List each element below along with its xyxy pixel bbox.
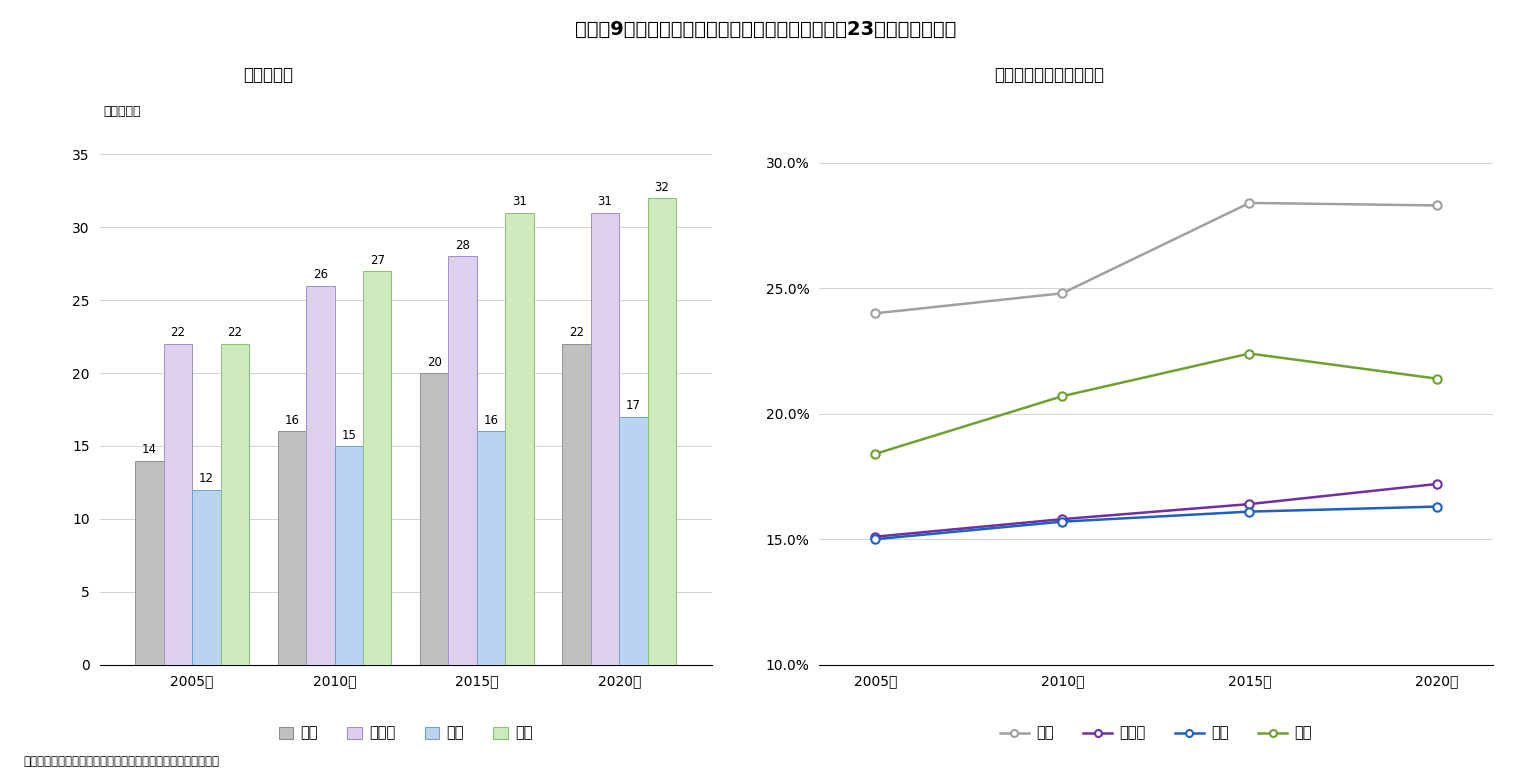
東部 (1053, 392, 1072, 401)
Text: 16: 16 (285, 414, 299, 427)
Text: 17: 17 (626, 400, 641, 412)
都心 (1427, 201, 1445, 210)
北部 (1427, 502, 1445, 511)
Bar (419, 373, 449, 665)
Text: 16: 16 (484, 414, 499, 427)
Bar (164, 344, 191, 665)
Bar (449, 256, 478, 665)
Text: 20: 20 (427, 356, 441, 368)
東部 (867, 449, 885, 458)
東部 (1427, 374, 1445, 383)
Text: 14: 14 (142, 443, 156, 456)
Text: 32: 32 (655, 181, 669, 194)
Bar (277, 432, 306, 665)
Text: （出所）総務省「国勢調査」をもとにニッセイ基礎研究所作成: （出所）総務省「国勢調査」をもとにニッセイ基礎研究所作成 (23, 755, 219, 768)
南西部 (1053, 515, 1072, 524)
Text: 12: 12 (199, 472, 214, 486)
Text: （万世帯）: （万世帯） (104, 105, 141, 118)
Bar (562, 344, 591, 665)
都心 (867, 309, 885, 318)
Bar (306, 285, 334, 665)
Text: 26: 26 (312, 268, 328, 282)
東部 (1240, 349, 1258, 358)
Bar (591, 213, 620, 665)
都心 (1240, 198, 1258, 207)
都心 (1053, 289, 1072, 298)
Text: ＜総世帯に占める割合＞: ＜総世帯に占める割合＞ (994, 66, 1104, 84)
Text: 22: 22 (227, 327, 242, 339)
Text: ＜世帯数＞: ＜世帯数＞ (243, 66, 292, 84)
Bar (648, 198, 677, 665)
Bar (620, 417, 648, 665)
北部 (867, 535, 885, 544)
Text: 27: 27 (369, 253, 384, 267)
Legend: 都心, 南西部, 北部, 東部: 都心, 南西部, 北部, 東部 (273, 719, 539, 747)
Bar (135, 461, 164, 665)
南西部 (867, 532, 885, 541)
Bar (505, 213, 534, 665)
Text: 22: 22 (570, 327, 585, 339)
Text: 31: 31 (597, 196, 612, 208)
北部 (1053, 517, 1072, 526)
Text: 15: 15 (341, 429, 357, 442)
Text: 図表－9　分譲マンションに居住する世帯　＜東京23区・エリア別＞: 図表－9 分譲マンションに居住する世帯 ＜東京23区・エリア別＞ (574, 20, 957, 38)
Bar (191, 490, 220, 665)
Text: 28: 28 (455, 239, 470, 252)
Bar (363, 271, 392, 665)
Line: 北部: 北部 (871, 502, 1441, 543)
南西部 (1427, 479, 1445, 489)
Bar (220, 344, 250, 665)
Text: 22: 22 (170, 327, 185, 339)
北部 (1240, 507, 1258, 516)
Legend: 都心, 南西部, 北部, 東部: 都心, 南西部, 北部, 東部 (994, 719, 1318, 747)
Line: 東部: 東部 (871, 350, 1441, 458)
Text: 31: 31 (513, 196, 527, 208)
Line: 南西部: 南西部 (871, 480, 1441, 541)
Bar (334, 446, 363, 665)
南西部 (1240, 500, 1258, 509)
Bar (478, 432, 505, 665)
Line: 都心: 都心 (871, 199, 1441, 317)
